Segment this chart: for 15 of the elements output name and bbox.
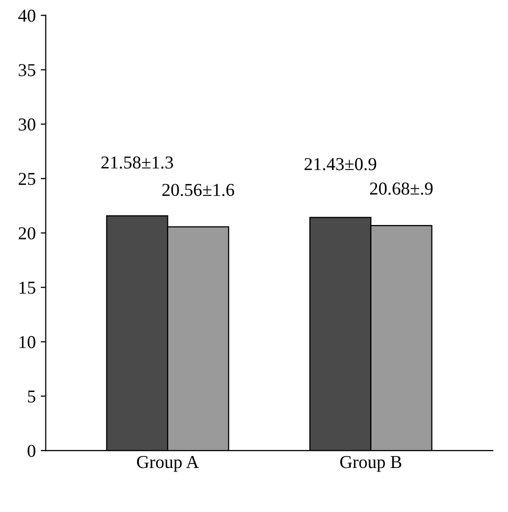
- data-label: 21.43±0.9: [304, 158, 376, 170]
- y-tick-label: 15: [20, 282, 36, 294]
- y-tick-label: 30: [18, 118, 36, 131]
- data-label: 20.68±.9: [370, 182, 433, 195]
- y-tick-label: 25: [18, 172, 36, 185]
- y-tick-label: 10: [20, 336, 36, 348]
- y-tick-label: 35: [18, 64, 36, 76]
- data-label: 21.58±1.3: [101, 156, 174, 169]
- y-tick-label: 20: [18, 227, 36, 240]
- y-tick-label: 0: [28, 444, 36, 457]
- y-tick-label: 5: [28, 390, 36, 403]
- data-label: 20.56±1.6: [162, 184, 234, 196]
- x-tick-label: Group A: [137, 456, 199, 472]
- y-tick-label: 40: [18, 10, 36, 22]
- x-tick-label: Group B: [340, 456, 402, 472]
